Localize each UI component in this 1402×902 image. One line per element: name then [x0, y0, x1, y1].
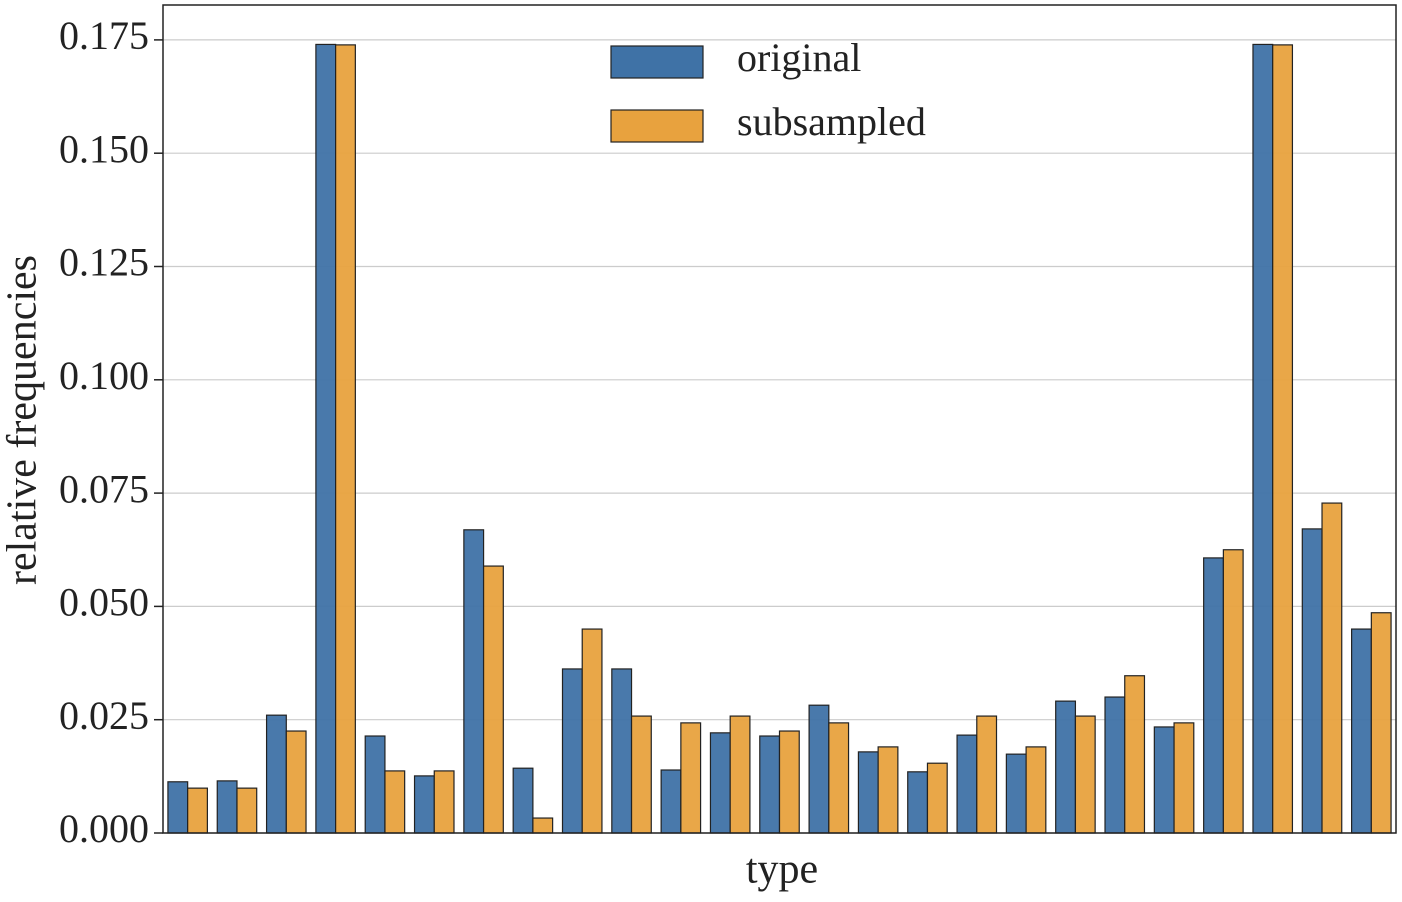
bar [216, 780, 238, 834]
y-tick-label: 0.050 [59, 580, 149, 625]
bar [1301, 528, 1323, 834]
y-tick-label: 0.000 [59, 806, 149, 851]
bar [1252, 43, 1274, 834]
bar [335, 44, 356, 834]
x-axis-label: type [746, 847, 818, 893]
bar [1321, 502, 1343, 834]
legend-swatch [610, 45, 704, 79]
y-axis-label: relative frequencies [0, 255, 46, 585]
bar [1222, 549, 1244, 834]
bar [285, 730, 307, 834]
bar [512, 767, 534, 834]
bar [630, 715, 652, 834]
y-tick-label: 0.025 [59, 693, 149, 738]
bar [1074, 715, 1096, 834]
bar [759, 735, 781, 834]
bar [1272, 44, 1294, 834]
plot-frame [162, 4, 1397, 834]
bar [680, 722, 702, 834]
bar [581, 628, 603, 834]
y-tick-label: 0.100 [59, 353, 149, 398]
y-tick-label: 0.150 [59, 126, 149, 171]
bar [660, 769, 682, 834]
bar [926, 762, 948, 834]
bar [1124, 675, 1146, 834]
bar [907, 771, 929, 834]
bar [857, 751, 879, 834]
bar [877, 746, 899, 834]
bar [1370, 612, 1392, 834]
bar [413, 775, 435, 834]
bar [1104, 696, 1126, 834]
bar [729, 715, 751, 834]
legend-label: subsampled [737, 99, 926, 144]
bar [561, 668, 583, 834]
bar [433, 770, 455, 834]
y-tick-label: 0.125 [59, 240, 149, 285]
bar [187, 787, 208, 834]
y-tick-label: 0.075 [59, 466, 149, 511]
bar [1351, 628, 1372, 834]
bar [265, 714, 287, 834]
bar [976, 715, 998, 834]
bar [1203, 557, 1224, 834]
bar [611, 668, 633, 834]
bar [1173, 722, 1195, 834]
bar [463, 529, 485, 834]
bar [1055, 700, 1077, 834]
bar [236, 787, 258, 834]
bar [1025, 746, 1047, 834]
bar [532, 817, 554, 834]
bar [778, 730, 800, 834]
bar [364, 735, 386, 834]
bar [167, 781, 189, 834]
y-tick-label: 0.175 [59, 13, 149, 58]
bar [1153, 726, 1175, 834]
bar [384, 770, 406, 834]
legend-swatch [610, 109, 704, 143]
bar [709, 732, 731, 834]
legend-label: original [737, 35, 861, 80]
bar [315, 43, 337, 834]
bar [1005, 753, 1027, 834]
bar [956, 734, 978, 834]
bar [828, 722, 850, 834]
bar [808, 704, 830, 834]
bar [482, 565, 504, 834]
